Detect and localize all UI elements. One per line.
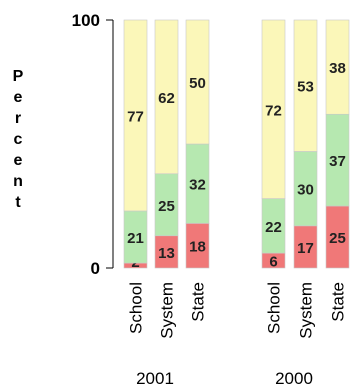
y-tick-label: 0 — [91, 259, 100, 278]
data-label: 32 — [189, 177, 206, 194]
data-label: 18 — [189, 239, 206, 256]
data-label: 25 — [329, 230, 346, 247]
bar-segment — [293, 19, 318, 152]
data-label: 38 — [329, 60, 346, 77]
bar-segment — [325, 19, 350, 115]
data-label: 37 — [329, 153, 346, 170]
y-axis-label-letter: e — [13, 89, 23, 106]
data-label: 21 — [127, 230, 144, 247]
category-tick-label: System — [158, 282, 177, 339]
data-label: 53 — [297, 79, 314, 96]
data-label: 25 — [158, 198, 175, 215]
data-label: 22 — [265, 219, 282, 236]
data-label: 17 — [297, 240, 314, 257]
data-label: 77 — [127, 108, 144, 125]
y-tick-label: 100 — [72, 11, 100, 30]
y-axis-label-letter: n — [13, 173, 23, 190]
y-axis-label-letter: t — [15, 194, 21, 211]
data-label: 13 — [158, 245, 175, 262]
bar-segment — [185, 19, 210, 145]
category-tick-label: State — [329, 282, 348, 322]
group-label: 2000 — [275, 369, 313, 388]
group-label: 2001 — [136, 369, 174, 388]
data-label: 6 — [269, 254, 277, 271]
y-axis-label-letter: e — [13, 152, 23, 169]
data-label: 30 — [297, 182, 314, 199]
category-tick-label: School — [127, 282, 146, 334]
data-label: 62 — [158, 90, 175, 107]
category-tick-label: System — [297, 282, 316, 339]
data-label: 50 — [189, 75, 206, 92]
y-axis-label-letter: P — [12, 68, 24, 85]
data-label: 72 — [265, 102, 282, 119]
category-tick-label: State — [189, 282, 208, 322]
bar-segment — [154, 19, 179, 175]
bar-segment — [123, 19, 148, 212]
y-axis-label-letter: c — [13, 131, 23, 148]
y-axis-label-letter: r — [14, 110, 22, 127]
category-tick-label: School — [265, 282, 284, 334]
bar-segment — [261, 19, 286, 199]
